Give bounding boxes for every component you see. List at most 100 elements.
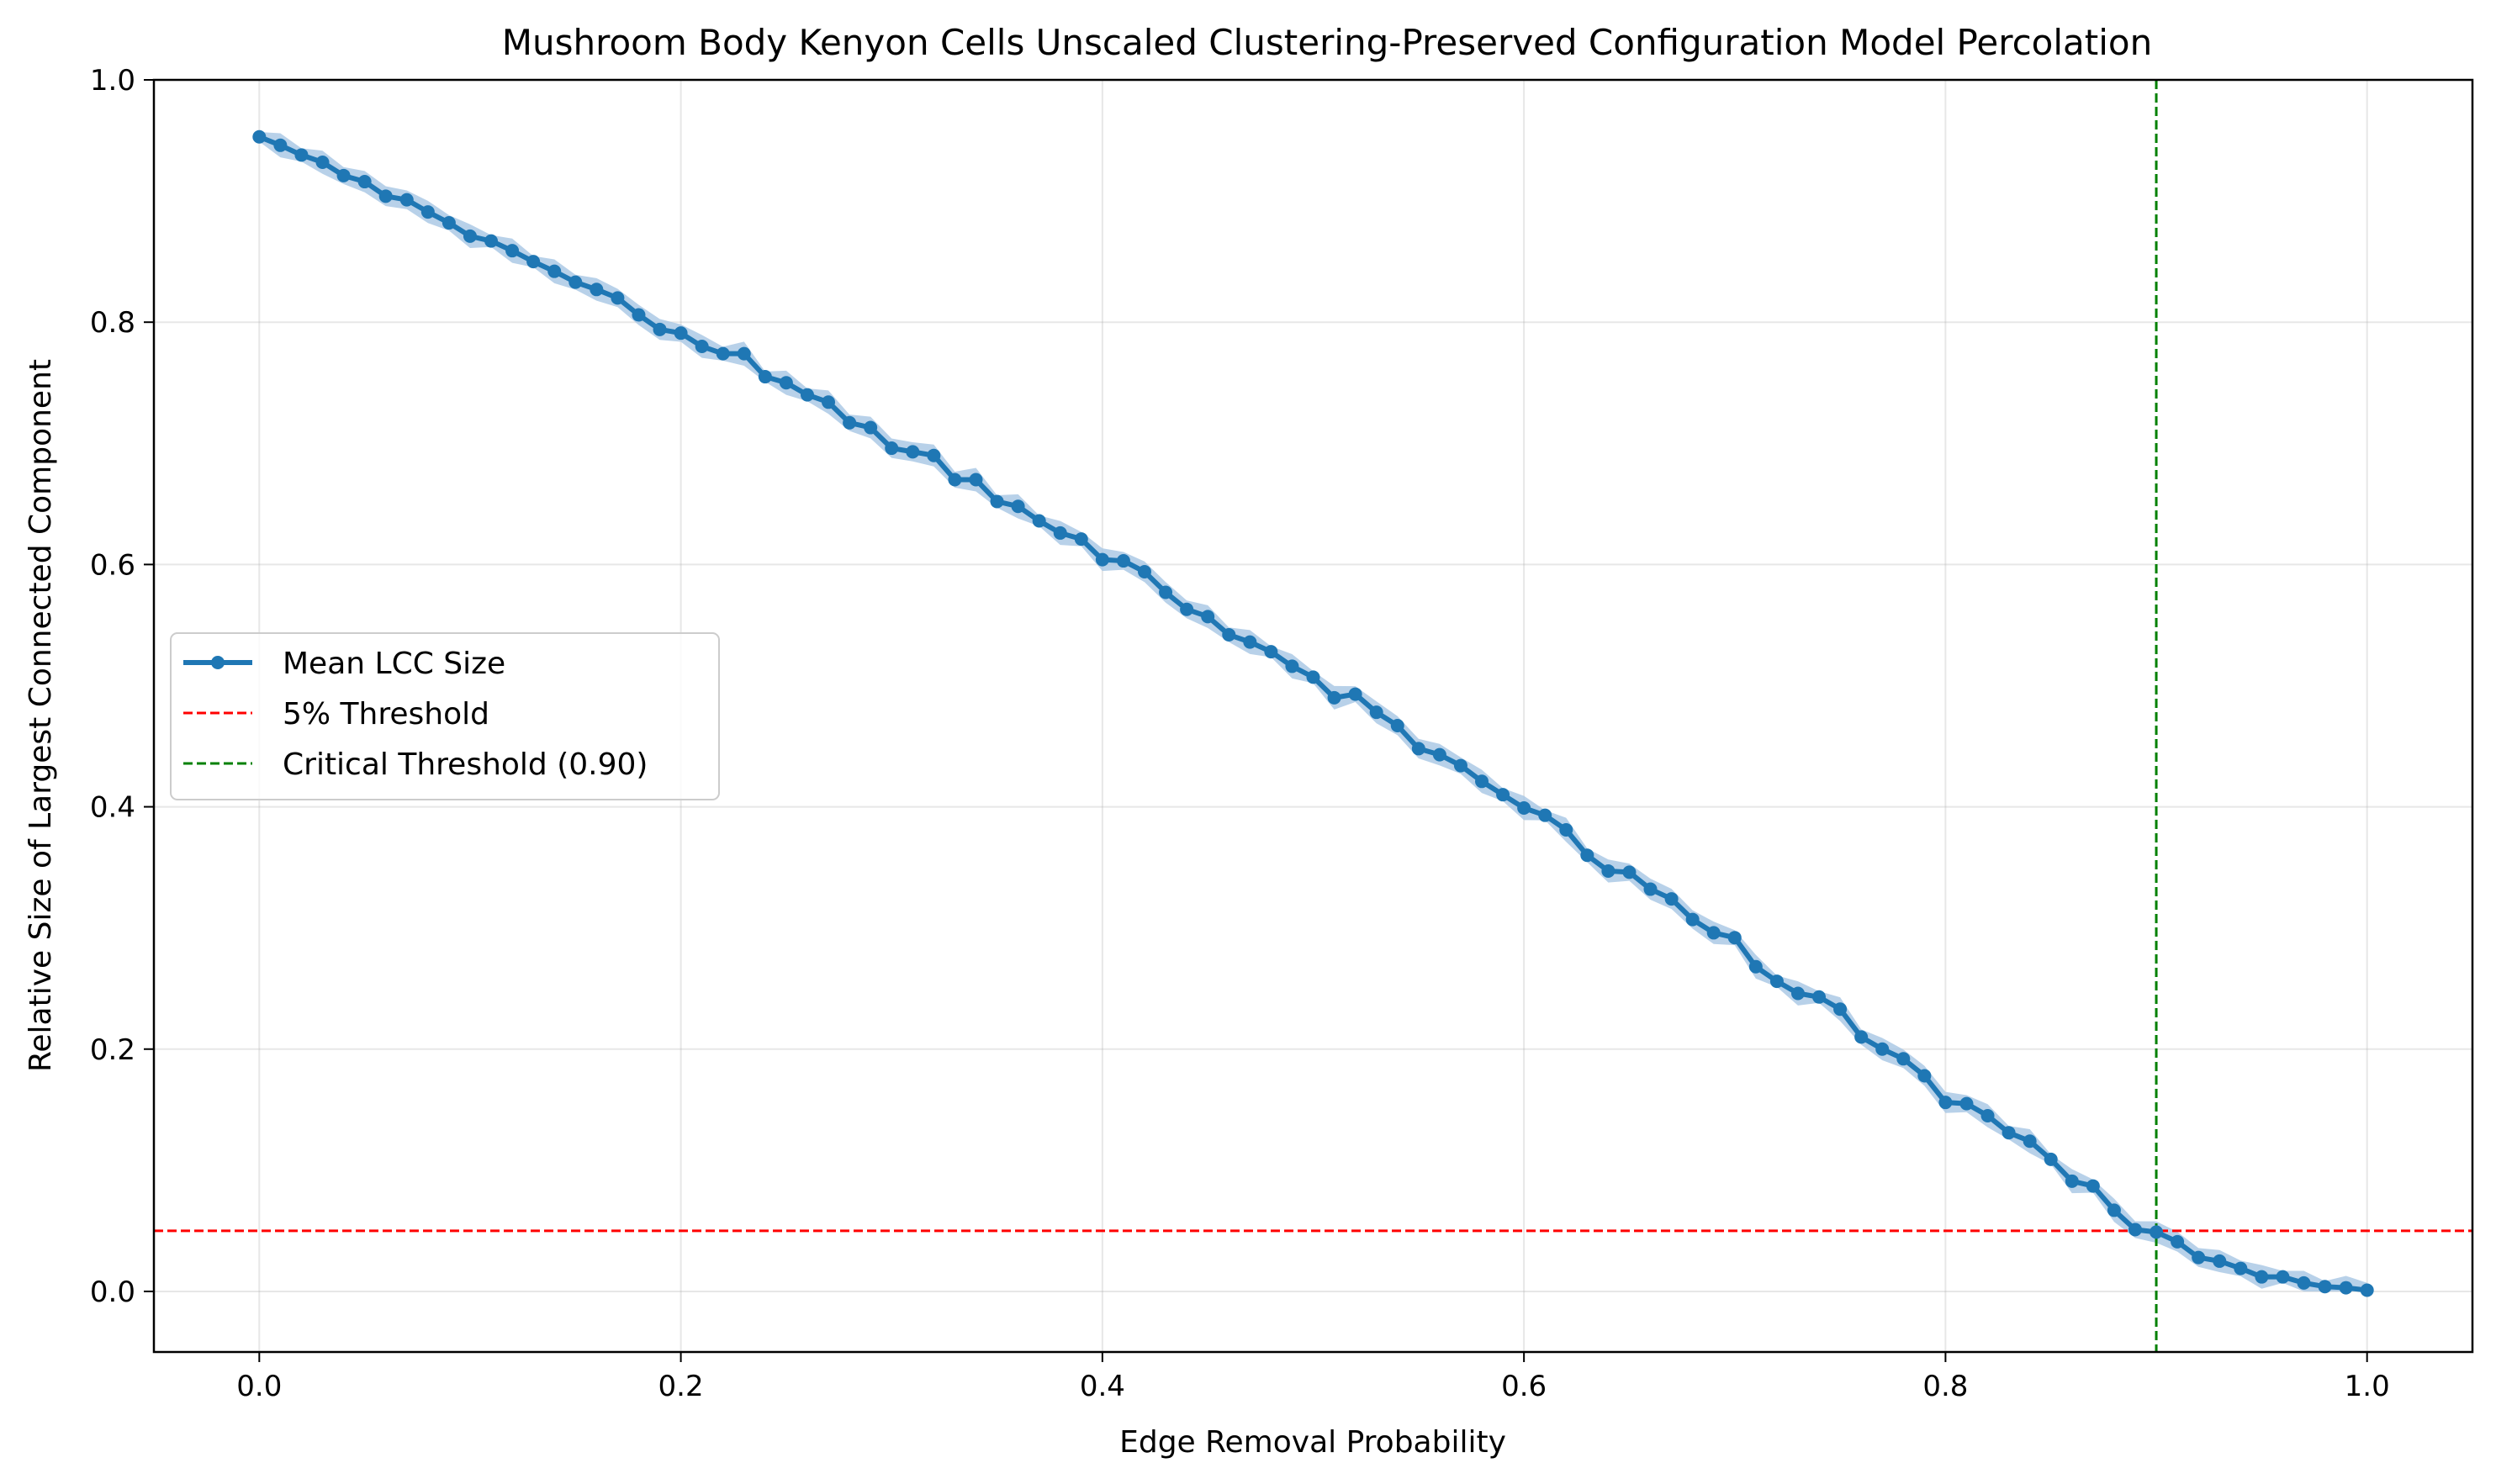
mean-lcc-point: [1917, 1069, 1932, 1083]
x-tick-label: 0.8: [1922, 1370, 1968, 1403]
mean-lcc-point: [315, 155, 330, 169]
mean-lcc-point: [1390, 719, 1404, 733]
mean-lcc-point: [526, 255, 541, 269]
mean-lcc-point: [252, 129, 267, 144]
mean-lcc-point: [484, 234, 499, 248]
mean-lcc-point: [1496, 788, 1510, 802]
grid: [154, 79, 2472, 1352]
mean-lcc-point: [695, 340, 709, 354]
mean-lcc-point: [674, 326, 688, 341]
mean-lcc-point: [2128, 1223, 2142, 1237]
x-tick-label: 0.0: [236, 1370, 282, 1403]
mean-lcc-point: [442, 216, 456, 230]
mean-lcc-point: [568, 275, 583, 289]
mean-lcc-point: [1201, 610, 1215, 624]
mean-lcc-point: [1812, 990, 1827, 1004]
mean-lcc-point: [1432, 747, 1446, 762]
mean-lcc-point: [716, 346, 730, 361]
mean-lcc-point: [737, 346, 751, 361]
y-tick-label: 0.0: [90, 1275, 135, 1309]
mean-lcc-point: [948, 473, 962, 487]
legend-label-5pct-threshold: 5% Threshold: [283, 697, 489, 731]
mean-lcc-point: [1053, 525, 1067, 540]
x-axis-ticks: 0.0 0.2 0.4 0.6 0.8 1.0: [236, 1352, 2390, 1403]
mean-lcc-point: [2107, 1203, 2121, 1217]
y-tick-label: 0.8: [90, 306, 135, 340]
mean-lcc-point: [779, 376, 793, 390]
y-tick-label: 0.6: [90, 548, 135, 582]
mean-lcc-point: [1095, 552, 1109, 567]
mean-lcc-point: [2086, 1179, 2100, 1193]
mean-lcc-point: [1727, 931, 1742, 945]
legend-box: [170, 632, 720, 800]
mean-lcc-point: [2150, 1225, 2164, 1239]
mean-lcc-point: [2044, 1152, 2058, 1166]
mean-lcc-point: [2192, 1250, 2206, 1265]
mean-lcc-point: [632, 308, 646, 322]
mean-lcc-point: [1664, 892, 1679, 906]
chart-title: Mushroom Body Kenyon Cells Unscaled Clus…: [502, 22, 2152, 63]
mean-lcc-point: [2255, 1270, 2269, 1284]
series-layer: [252, 129, 2374, 1297]
mean-lcc-point: [1180, 602, 1194, 616]
mean-lcc-point: [547, 264, 562, 278]
mean-lcc-point: [1938, 1096, 1953, 1110]
plot-frame: [152, 78, 2474, 1354]
mean-lcc-point: [611, 291, 625, 305]
x-tick-label: 0.6: [1501, 1370, 1547, 1403]
mean-lcc-point: [1538, 808, 1552, 822]
mean-lcc-point: [864, 420, 878, 435]
mean-lcc-point: [2065, 1174, 2079, 1188]
mean-lcc-point: [2360, 1283, 2374, 1297]
mean-lcc-point: [1411, 742, 1425, 756]
mean-lcc-point: [399, 193, 414, 207]
y-axis-ticks: 0.0 0.2 0.4 0.6 0.8 1.0: [90, 64, 154, 1309]
legend: Mean LCC Size 5% Threshold Critical Thre…: [170, 632, 720, 800]
mean-lcc-point: [1559, 822, 1573, 837]
mean-lcc-point: [1790, 986, 1805, 1001]
y-tick-label: 1.0: [90, 64, 135, 98]
mean-lcc-point: [2297, 1275, 2311, 1290]
mean-lcc-point: [822, 395, 836, 409]
mean-lcc-point: [1685, 912, 1700, 927]
mean-lcc-point: [885, 441, 899, 456]
mean-lcc-point: [1074, 532, 1088, 547]
mean-lcc-point: [2171, 1234, 2185, 1249]
confidence-band: [259, 131, 2367, 1291]
mean-lcc-point: [273, 138, 288, 152]
mean-lcc-point: [1706, 926, 1721, 940]
x-tick-label: 1.0: [2345, 1370, 2390, 1403]
mean-lcc-point: [2213, 1254, 2227, 1268]
legend-marker-mean-lcc: [211, 656, 225, 669]
mean-lcc-point: [2318, 1280, 2332, 1294]
reference-lines-layer: [154, 80, 2472, 1352]
mean-lcc-point: [1622, 865, 1637, 879]
mean-lcc-point: [1748, 959, 1763, 974]
confidence-band-layer: [259, 131, 2367, 1291]
mean-lcc-point: [1306, 670, 1320, 684]
mean-lcc-point: [2234, 1261, 2248, 1275]
x-tick-label: 0.4: [1080, 1370, 1125, 1403]
y-axis-label: Relative Size of Largest Connected Compo…: [24, 359, 58, 1072]
mean-lcc-point: [1980, 1109, 1995, 1123]
mean-lcc-point: [927, 448, 941, 462]
mean-lcc-point: [336, 168, 351, 182]
mean-lcc-point: [420, 205, 435, 219]
mean-lcc-point: [1643, 882, 1658, 896]
mean-lcc-point: [843, 415, 857, 430]
y-tick-label: 0.2: [90, 1033, 135, 1067]
mean-lcc-point: [1116, 554, 1130, 568]
mean-lcc-point: [590, 283, 604, 297]
mean-lcc-point: [1032, 514, 1046, 528]
mean-lcc-point: [1369, 705, 1383, 720]
mean-lcc-point: [357, 175, 372, 189]
mean-lcc-point: [1453, 758, 1467, 773]
legend-label-mean-lcc: Mean LCC Size: [283, 647, 505, 681]
mean-lcc-point: [1854, 1030, 1869, 1044]
mean-lcc-point: [969, 473, 983, 487]
mean-lcc-point: [1475, 774, 1489, 789]
mean-lcc-point: [505, 244, 520, 258]
mean-lcc-point: [1243, 635, 1257, 649]
mean-lcc-point: [1222, 627, 1236, 642]
mean-lcc-point: [653, 322, 667, 336]
